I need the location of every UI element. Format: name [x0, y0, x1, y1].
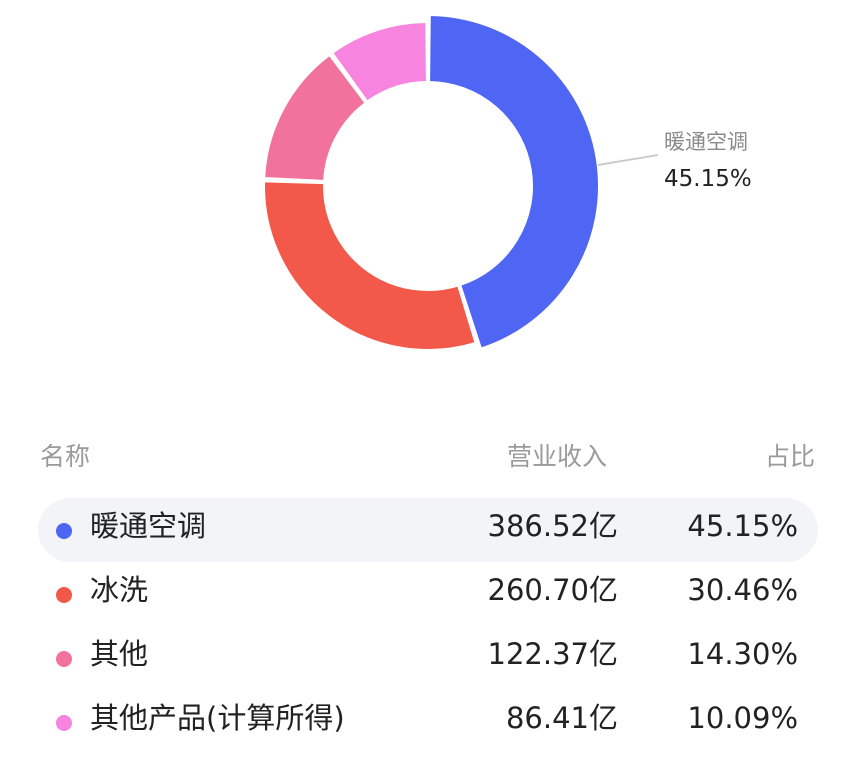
legend-dot: [56, 651, 72, 667]
table-row[interactable]: 暖通空调 386.52亿 45.15%: [38, 498, 818, 562]
row-name: 其他: [90, 637, 149, 671]
donut-slice-3[interactable]: [263, 53, 367, 182]
row-name: 冰洗: [90, 573, 149, 607]
header-revenue: 营业收入: [506, 442, 607, 471]
callout-category-label: 暖通空调: [664, 130, 748, 154]
table-header: 名称 营业收入 占比: [0, 440, 855, 480]
row-share: 14.30%: [687, 637, 798, 671]
table-row[interactable]: 冰洗 260.70亿 30.46%: [38, 562, 818, 626]
row-revenue: 386.52亿: [487, 509, 618, 543]
row-share: 10.09%: [687, 701, 798, 735]
header-name: 名称: [40, 442, 91, 471]
table-row[interactable]: 其他产品(计算所得) 86.41亿 10.09%: [38, 690, 818, 754]
donut-slice-1[interactable]: [428, 13, 600, 350]
row-revenue: 260.70亿: [487, 573, 618, 607]
donut-slice-2[interactable]: [263, 180, 477, 351]
callout-leader-line: [597, 154, 659, 166]
row-share: 30.46%: [687, 573, 798, 607]
header-share: 占比: [764, 442, 815, 471]
legend-dot: [56, 523, 72, 539]
callout-percent-label: 45.15%: [664, 166, 752, 192]
row-name: 其他产品(计算所得): [90, 701, 345, 735]
donut-slices: [263, 13, 600, 351]
donut-chart: [263, 13, 659, 351]
legend-dot: [56, 587, 72, 603]
row-name: 暖通空调: [90, 509, 207, 543]
legend-dot: [56, 715, 72, 731]
table-row[interactable]: 其他 122.37亿 14.30%: [38, 626, 818, 690]
row-share: 45.15%: [687, 509, 798, 543]
donut-slice-4[interactable]: [330, 20, 428, 103]
row-revenue: 122.37亿: [487, 637, 618, 671]
row-revenue: 86.41亿: [505, 701, 618, 735]
